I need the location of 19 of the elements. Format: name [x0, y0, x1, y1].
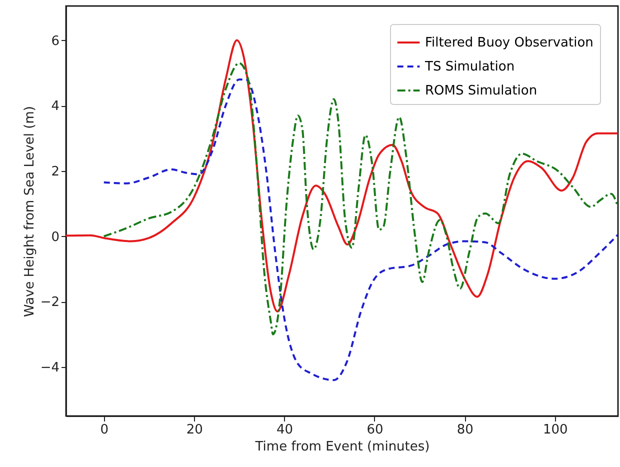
legend-label: ROMS Simulation — [425, 84, 538, 98]
y-axis-title: Wave Height from Sea Level (m) — [22, 106, 38, 317]
x-tick-label: 40 — [276, 422, 294, 438]
y-tick-label: 0 — [51, 230, 60, 245]
y-tick-label: −2 — [40, 295, 60, 310]
x-tick-label: 100 — [542, 422, 568, 438]
x-tick-label: 0 — [100, 422, 109, 438]
line-series — [102, 78, 618, 382]
legend-label: Filtered Buoy Observation — [425, 36, 594, 50]
y-tick-label: 2 — [51, 164, 60, 180]
y-tick-label: −4 — [40, 360, 60, 376]
y-tick-label: 4 — [51, 99, 60, 114]
x-axis-title: Time from Event (minutes) — [254, 440, 430, 454]
y-tick-label: 6 — [51, 34, 60, 49]
x-tick-label: 80 — [456, 422, 474, 438]
line-series — [102, 62, 618, 336]
x-tick-label: 60 — [366, 422, 384, 438]
x-tick-label: 20 — [186, 422, 203, 438]
legend-label: TS Simulation — [424, 60, 515, 74]
